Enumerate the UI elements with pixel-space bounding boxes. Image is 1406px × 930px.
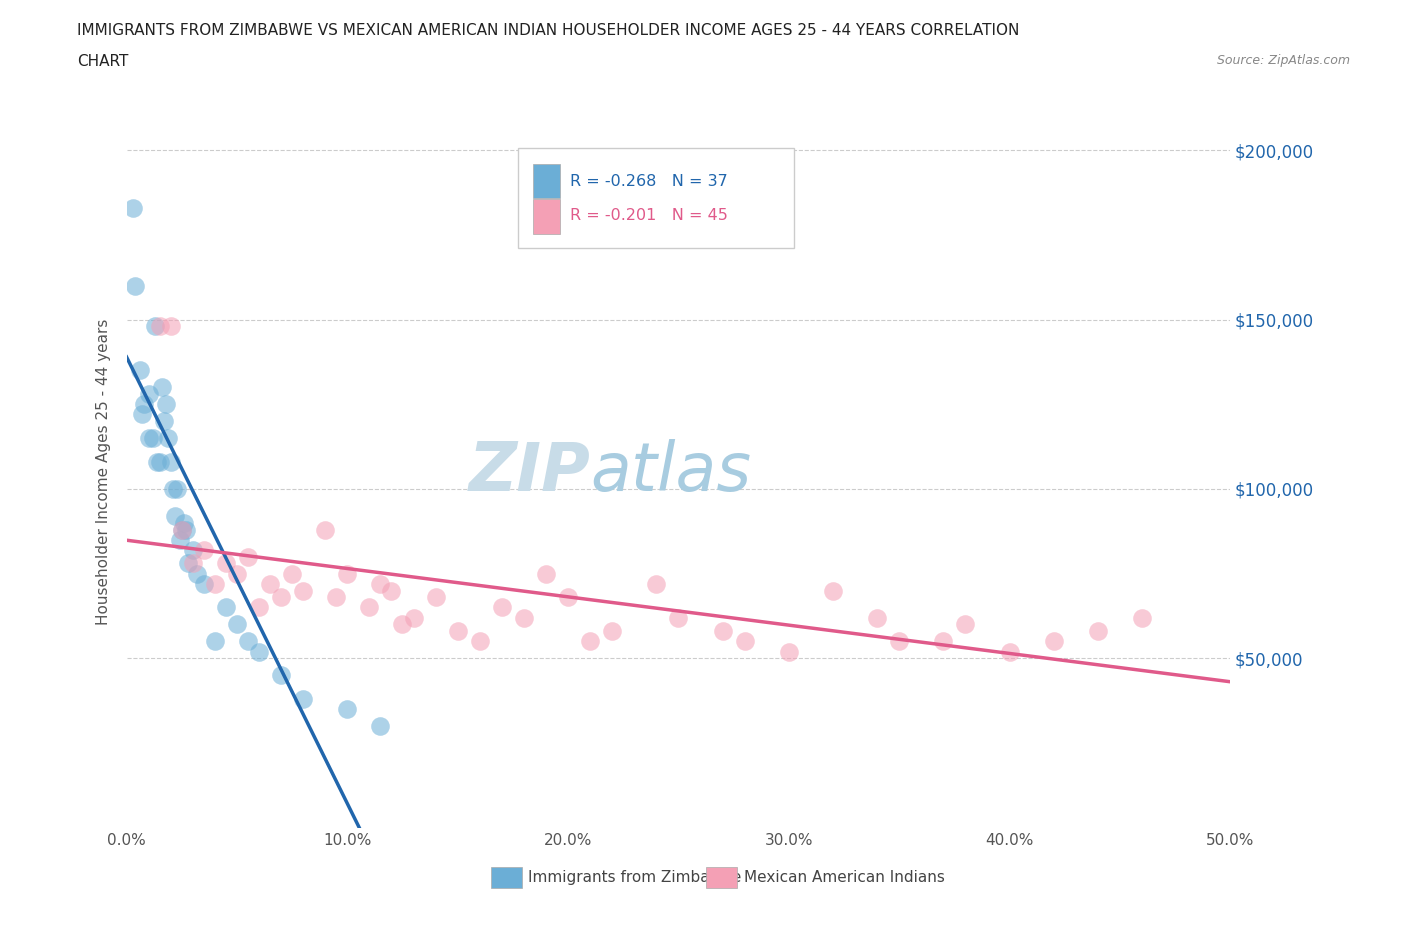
FancyBboxPatch shape <box>519 148 794 248</box>
Point <box>215 600 238 615</box>
Text: CHART: CHART <box>77 54 129 69</box>
Point <box>138 431 160 445</box>
Point <box>204 577 226 591</box>
Point <box>380 583 402 598</box>
Point <box>159 319 181 334</box>
Point <box>821 583 844 598</box>
Point <box>174 522 197 537</box>
Point <box>1042 634 1064 649</box>
Point <box>370 719 392 734</box>
Point <box>225 566 249 581</box>
Point <box>270 668 292 683</box>
Point <box>579 634 602 649</box>
Point <box>281 566 304 581</box>
Text: ZIP: ZIP <box>468 439 591 505</box>
Point <box>1130 610 1153 625</box>
Point <box>204 634 226 649</box>
Point <box>270 590 292 604</box>
Point <box>600 624 623 639</box>
Point <box>215 556 238 571</box>
Point <box>143 319 166 334</box>
Point <box>131 407 153 422</box>
Point <box>193 542 215 557</box>
Point <box>932 634 955 649</box>
Point <box>181 556 204 571</box>
Point <box>491 600 513 615</box>
Point <box>247 600 270 615</box>
Point <box>181 542 204 557</box>
Point <box>391 617 413 631</box>
Text: Source: ZipAtlas.com: Source: ZipAtlas.com <box>1216 54 1350 67</box>
Point <box>165 509 187 524</box>
Point <box>292 583 315 598</box>
Point <box>325 590 347 604</box>
Point <box>955 617 977 631</box>
Point <box>889 634 911 649</box>
Point <box>468 634 491 649</box>
Point <box>778 644 800 659</box>
Point <box>998 644 1021 659</box>
Point <box>149 455 172 470</box>
Point <box>557 590 579 604</box>
Point <box>247 644 270 659</box>
Text: Immigrants from Zimbabwe: Immigrants from Zimbabwe <box>529 870 742 885</box>
Point <box>534 566 557 581</box>
Point <box>159 455 181 470</box>
Text: IMMIGRANTS FROM ZIMBABWE VS MEXICAN AMERICAN INDIAN HOUSEHOLDER INCOME AGES 25 -: IMMIGRANTS FROM ZIMBABWE VS MEXICAN AMER… <box>77 23 1019 38</box>
Point <box>513 610 536 625</box>
Point <box>146 455 169 470</box>
Point <box>314 522 336 537</box>
Point <box>128 363 150 378</box>
Point <box>866 610 889 625</box>
Point <box>138 387 160 402</box>
Point <box>149 319 172 334</box>
Point <box>170 522 193 537</box>
Point <box>142 431 165 445</box>
Bar <box>706 867 737 888</box>
FancyBboxPatch shape <box>533 164 561 198</box>
Point <box>173 515 195 530</box>
Text: atlas: atlas <box>591 439 751 505</box>
Bar <box>491 867 522 888</box>
Point <box>236 550 259 565</box>
Point <box>155 397 177 412</box>
Point <box>153 414 176 429</box>
Point <box>645 577 668 591</box>
Point <box>177 556 200 571</box>
Point <box>336 566 359 581</box>
Point <box>259 577 281 591</box>
Point <box>666 610 689 625</box>
Point <box>711 624 734 639</box>
Point <box>734 634 756 649</box>
Point <box>447 624 470 639</box>
Point <box>236 634 259 649</box>
Point <box>122 200 145 215</box>
Point <box>193 577 215 591</box>
Point <box>170 522 193 537</box>
Point <box>186 566 208 581</box>
Point <box>425 590 447 604</box>
Point <box>292 692 315 707</box>
Text: R = -0.201   N = 45: R = -0.201 N = 45 <box>571 208 728 223</box>
Point <box>336 702 359 717</box>
Point <box>166 482 188 497</box>
Point <box>134 397 156 412</box>
Text: Mexican American Indians: Mexican American Indians <box>744 870 945 885</box>
Point <box>124 278 146 293</box>
Y-axis label: Householder Income Ages 25 - 44 years: Householder Income Ages 25 - 44 years <box>96 319 111 625</box>
FancyBboxPatch shape <box>533 200 561 233</box>
Point <box>157 431 180 445</box>
Text: R = -0.268   N = 37: R = -0.268 N = 37 <box>571 174 728 189</box>
Point <box>150 379 173 394</box>
Point <box>1087 624 1109 639</box>
Point <box>359 600 381 615</box>
Point <box>370 577 392 591</box>
Point <box>402 610 425 625</box>
Point <box>225 617 249 631</box>
Point <box>162 482 184 497</box>
Point <box>169 532 191 547</box>
